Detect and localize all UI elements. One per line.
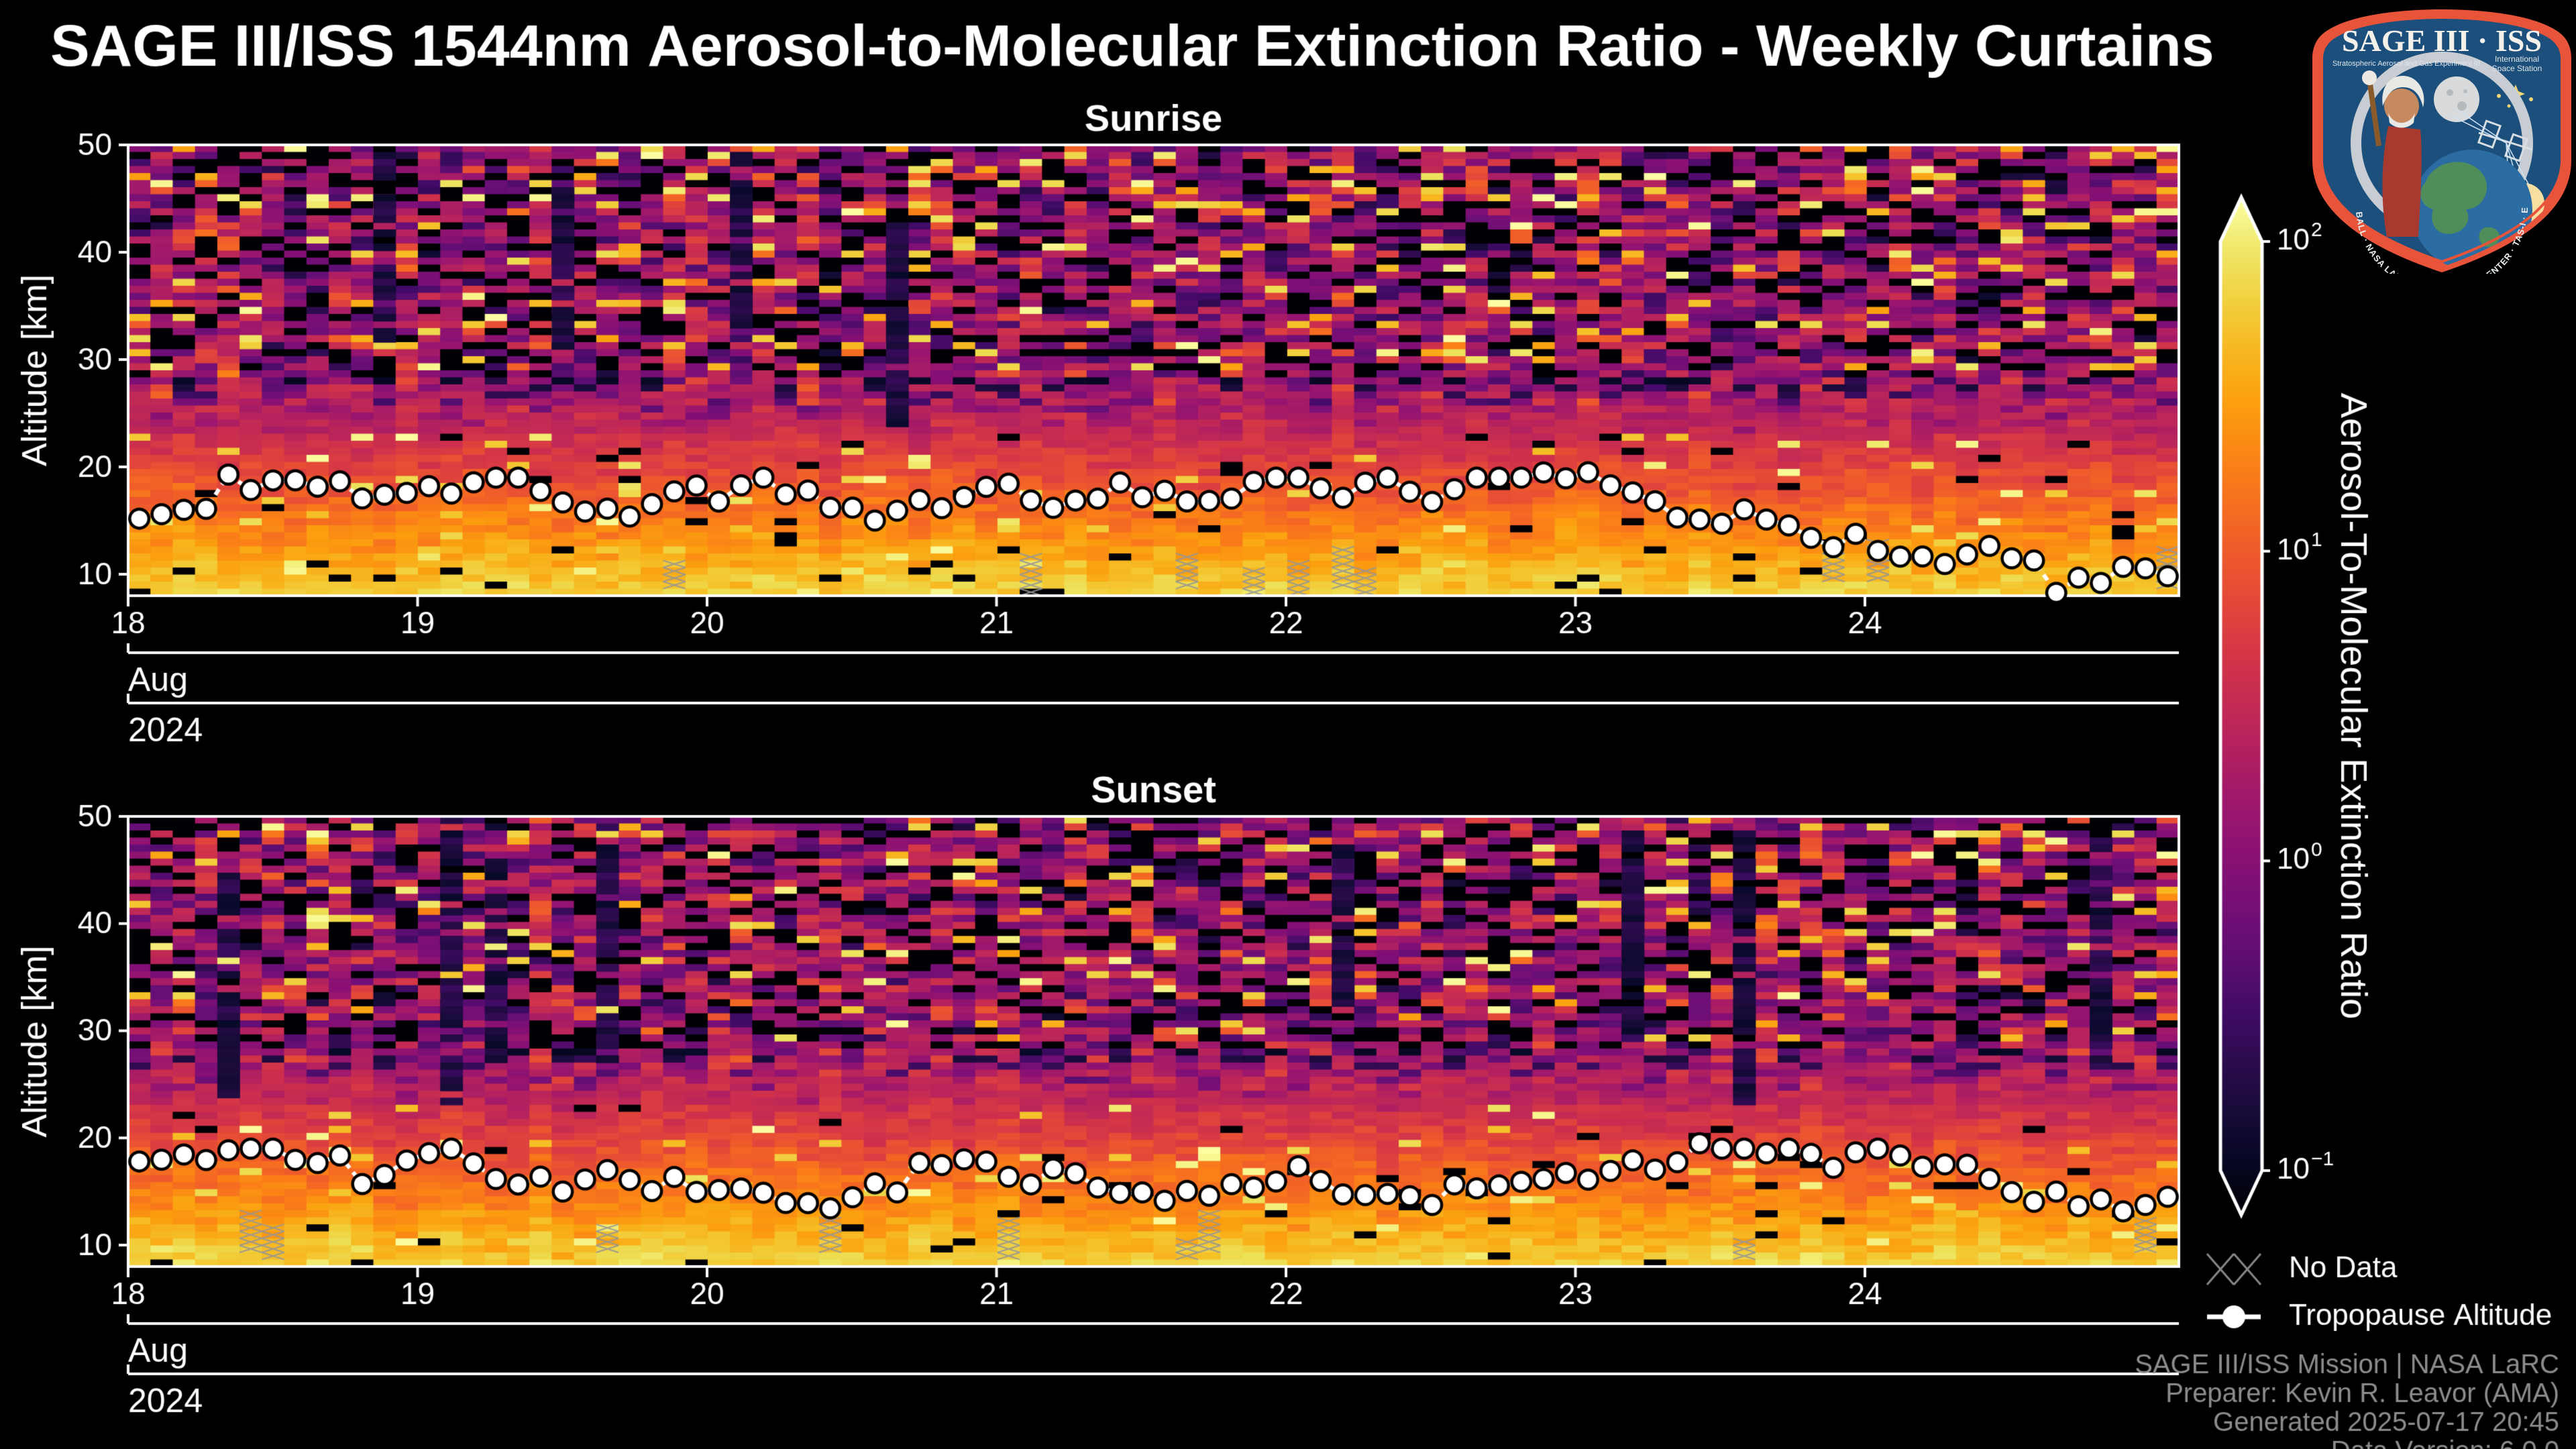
svg-text:Space Station: Space Station [2492,64,2542,73]
svg-text:International: International [2495,54,2539,64]
svg-text:Stratospheric Aerosol and Gas: Stratospheric Aerosol and Gas Experiment… [2332,60,2480,68]
svg-text:SAGE III · ISS: SAGE III · ISS [2342,23,2542,58]
